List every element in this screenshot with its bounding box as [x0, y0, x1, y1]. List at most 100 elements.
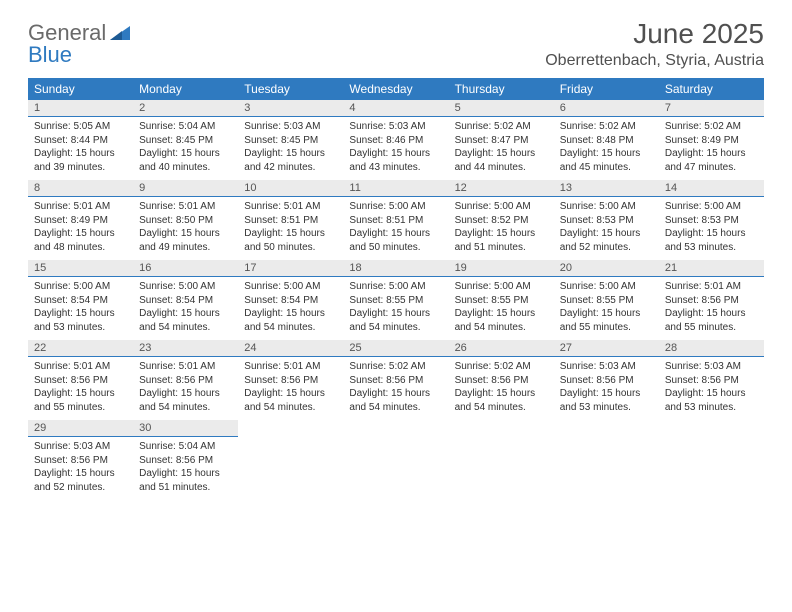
sunrise-line: Sunrise: 5:00 AM: [244, 280, 337, 294]
day-number: 3: [238, 100, 343, 117]
daylight-line: Daylight: 15 hours and 50 minutes.: [244, 227, 337, 254]
day-cell: 27Sunrise: 5:03 AMSunset: 8:56 PMDayligh…: [554, 340, 659, 420]
weeks-container: 1Sunrise: 5:05 AMSunset: 8:44 PMDaylight…: [28, 100, 764, 500]
day-number: 25: [343, 340, 448, 357]
daylight-line: Daylight: 15 hours and 54 minutes.: [244, 387, 337, 414]
day-number: 26: [449, 340, 554, 357]
day-number: 11: [343, 180, 448, 197]
sunrise-line: Sunrise: 5:01 AM: [34, 200, 127, 214]
day-details: Sunrise: 5:00 AMSunset: 8:51 PMDaylight:…: [343, 197, 448, 260]
daylight-line: Daylight: 15 hours and 43 minutes.: [349, 147, 442, 174]
daylight-line: Daylight: 15 hours and 52 minutes.: [560, 227, 653, 254]
day-number: 22: [28, 340, 133, 357]
daylight-line: Daylight: 15 hours and 51 minutes.: [455, 227, 548, 254]
day-number: 1: [28, 100, 133, 117]
day-cell: 2Sunrise: 5:04 AMSunset: 8:45 PMDaylight…: [133, 100, 238, 180]
sunrise-line: Sunrise: 5:02 AM: [560, 120, 653, 134]
sunset-line: Sunset: 8:53 PM: [665, 214, 758, 228]
sunset-line: Sunset: 8:56 PM: [665, 374, 758, 388]
day-cell: [343, 420, 448, 500]
day-details: Sunrise: 5:00 AMSunset: 8:55 PMDaylight:…: [343, 277, 448, 340]
day-cell: 3Sunrise: 5:03 AMSunset: 8:45 PMDaylight…: [238, 100, 343, 180]
day-details: Sunrise: 5:00 AMSunset: 8:54 PMDaylight:…: [238, 277, 343, 340]
daylight-line: Daylight: 15 hours and 44 minutes.: [455, 147, 548, 174]
sunrise-line: Sunrise: 5:04 AM: [139, 120, 232, 134]
day-details: Sunrise: 5:04 AMSunset: 8:45 PMDaylight:…: [133, 117, 238, 180]
day-number: 6: [554, 100, 659, 117]
weekday-fri: Friday: [554, 78, 659, 100]
day-number: 18: [343, 260, 448, 277]
day-number: 7: [659, 100, 764, 117]
day-details: Sunrise: 5:00 AMSunset: 8:55 PMDaylight:…: [554, 277, 659, 340]
sunset-line: Sunset: 8:55 PM: [560, 294, 653, 308]
sunrise-line: Sunrise: 5:00 AM: [560, 200, 653, 214]
day-cell: 6Sunrise: 5:02 AMSunset: 8:48 PMDaylight…: [554, 100, 659, 180]
sunset-line: Sunset: 8:56 PM: [139, 374, 232, 388]
weekday-wed: Wednesday: [343, 78, 448, 100]
day-number: 12: [449, 180, 554, 197]
sunset-line: Sunset: 8:50 PM: [139, 214, 232, 228]
week-row: 22Sunrise: 5:01 AMSunset: 8:56 PMDayligh…: [28, 340, 764, 420]
week-row: 29Sunrise: 5:03 AMSunset: 8:56 PMDayligh…: [28, 420, 764, 500]
day-cell: 30Sunrise: 5:04 AMSunset: 8:56 PMDayligh…: [133, 420, 238, 500]
day-details: Sunrise: 5:01 AMSunset: 8:56 PMDaylight:…: [133, 357, 238, 420]
sunrise-line: Sunrise: 5:00 AM: [139, 280, 232, 294]
day-cell: 9Sunrise: 5:01 AMSunset: 8:50 PMDaylight…: [133, 180, 238, 260]
day-details: Sunrise: 5:00 AMSunset: 8:54 PMDaylight:…: [28, 277, 133, 340]
week-row: 1Sunrise: 5:05 AMSunset: 8:44 PMDaylight…: [28, 100, 764, 180]
day-details: Sunrise: 5:00 AMSunset: 8:55 PMDaylight:…: [449, 277, 554, 340]
sunrise-line: Sunrise: 5:00 AM: [455, 200, 548, 214]
day-details: Sunrise: 5:01 AMSunset: 8:56 PMDaylight:…: [28, 357, 133, 420]
daylight-line: Daylight: 15 hours and 54 minutes.: [455, 387, 548, 414]
week-row: 15Sunrise: 5:00 AMSunset: 8:54 PMDayligh…: [28, 260, 764, 340]
daylight-line: Daylight: 15 hours and 45 minutes.: [560, 147, 653, 174]
daylight-line: Daylight: 15 hours and 55 minutes.: [560, 307, 653, 334]
day-details: Sunrise: 5:03 AMSunset: 8:45 PMDaylight:…: [238, 117, 343, 180]
daylight-line: Daylight: 15 hours and 48 minutes.: [34, 227, 127, 254]
sunrise-line: Sunrise: 5:00 AM: [560, 280, 653, 294]
logo-line2: Blue: [28, 42, 72, 67]
logo-text: General Blue: [28, 22, 130, 66]
day-details: Sunrise: 5:01 AMSunset: 8:51 PMDaylight:…: [238, 197, 343, 260]
sunset-line: Sunset: 8:56 PM: [244, 374, 337, 388]
day-cell: 4Sunrise: 5:03 AMSunset: 8:46 PMDaylight…: [343, 100, 448, 180]
daylight-line: Daylight: 15 hours and 51 minutes.: [139, 467, 232, 494]
location: Oberrettenbach, Styria, Austria: [545, 52, 764, 70]
daylight-line: Daylight: 15 hours and 54 minutes.: [244, 307, 337, 334]
daylight-line: Daylight: 15 hours and 39 minutes.: [34, 147, 127, 174]
day-number: 9: [133, 180, 238, 197]
day-details: Sunrise: 5:00 AMSunset: 8:52 PMDaylight:…: [449, 197, 554, 260]
sunrise-line: Sunrise: 5:00 AM: [665, 200, 758, 214]
weekday-tue: Tuesday: [238, 78, 343, 100]
sunrise-line: Sunrise: 5:01 AM: [139, 200, 232, 214]
day-details: Sunrise: 5:03 AMSunset: 8:56 PMDaylight:…: [28, 437, 133, 500]
sunrise-line: Sunrise: 5:02 AM: [455, 360, 548, 374]
weekday-header: Sunday Monday Tuesday Wednesday Thursday…: [28, 78, 764, 100]
sunset-line: Sunset: 8:56 PM: [560, 374, 653, 388]
sunrise-line: Sunrise: 5:01 AM: [34, 360, 127, 374]
sunset-line: Sunset: 8:56 PM: [455, 374, 548, 388]
day-cell: 17Sunrise: 5:00 AMSunset: 8:54 PMDayligh…: [238, 260, 343, 340]
day-cell: 1Sunrise: 5:05 AMSunset: 8:44 PMDaylight…: [28, 100, 133, 180]
sunset-line: Sunset: 8:56 PM: [349, 374, 442, 388]
day-details: Sunrise: 5:01 AMSunset: 8:56 PMDaylight:…: [659, 277, 764, 340]
sunset-line: Sunset: 8:45 PM: [244, 134, 337, 148]
day-details: Sunrise: 5:03 AMSunset: 8:46 PMDaylight:…: [343, 117, 448, 180]
daylight-line: Daylight: 15 hours and 47 minutes.: [665, 147, 758, 174]
day-cell: 28Sunrise: 5:03 AMSunset: 8:56 PMDayligh…: [659, 340, 764, 420]
sunrise-line: Sunrise: 5:03 AM: [244, 120, 337, 134]
day-number: 15: [28, 260, 133, 277]
day-number: 30: [133, 420, 238, 437]
day-cell: [659, 420, 764, 500]
daylight-line: Daylight: 15 hours and 54 minutes.: [139, 307, 232, 334]
day-number: 21: [659, 260, 764, 277]
day-cell: 18Sunrise: 5:00 AMSunset: 8:55 PMDayligh…: [343, 260, 448, 340]
daylight-line: Daylight: 15 hours and 42 minutes.: [244, 147, 337, 174]
sunset-line: Sunset: 8:56 PM: [139, 454, 232, 468]
day-details: Sunrise: 5:05 AMSunset: 8:44 PMDaylight:…: [28, 117, 133, 180]
day-number: 10: [238, 180, 343, 197]
day-number: 17: [238, 260, 343, 277]
day-number: 19: [449, 260, 554, 277]
sunset-line: Sunset: 8:55 PM: [349, 294, 442, 308]
sunset-line: Sunset: 8:51 PM: [244, 214, 337, 228]
